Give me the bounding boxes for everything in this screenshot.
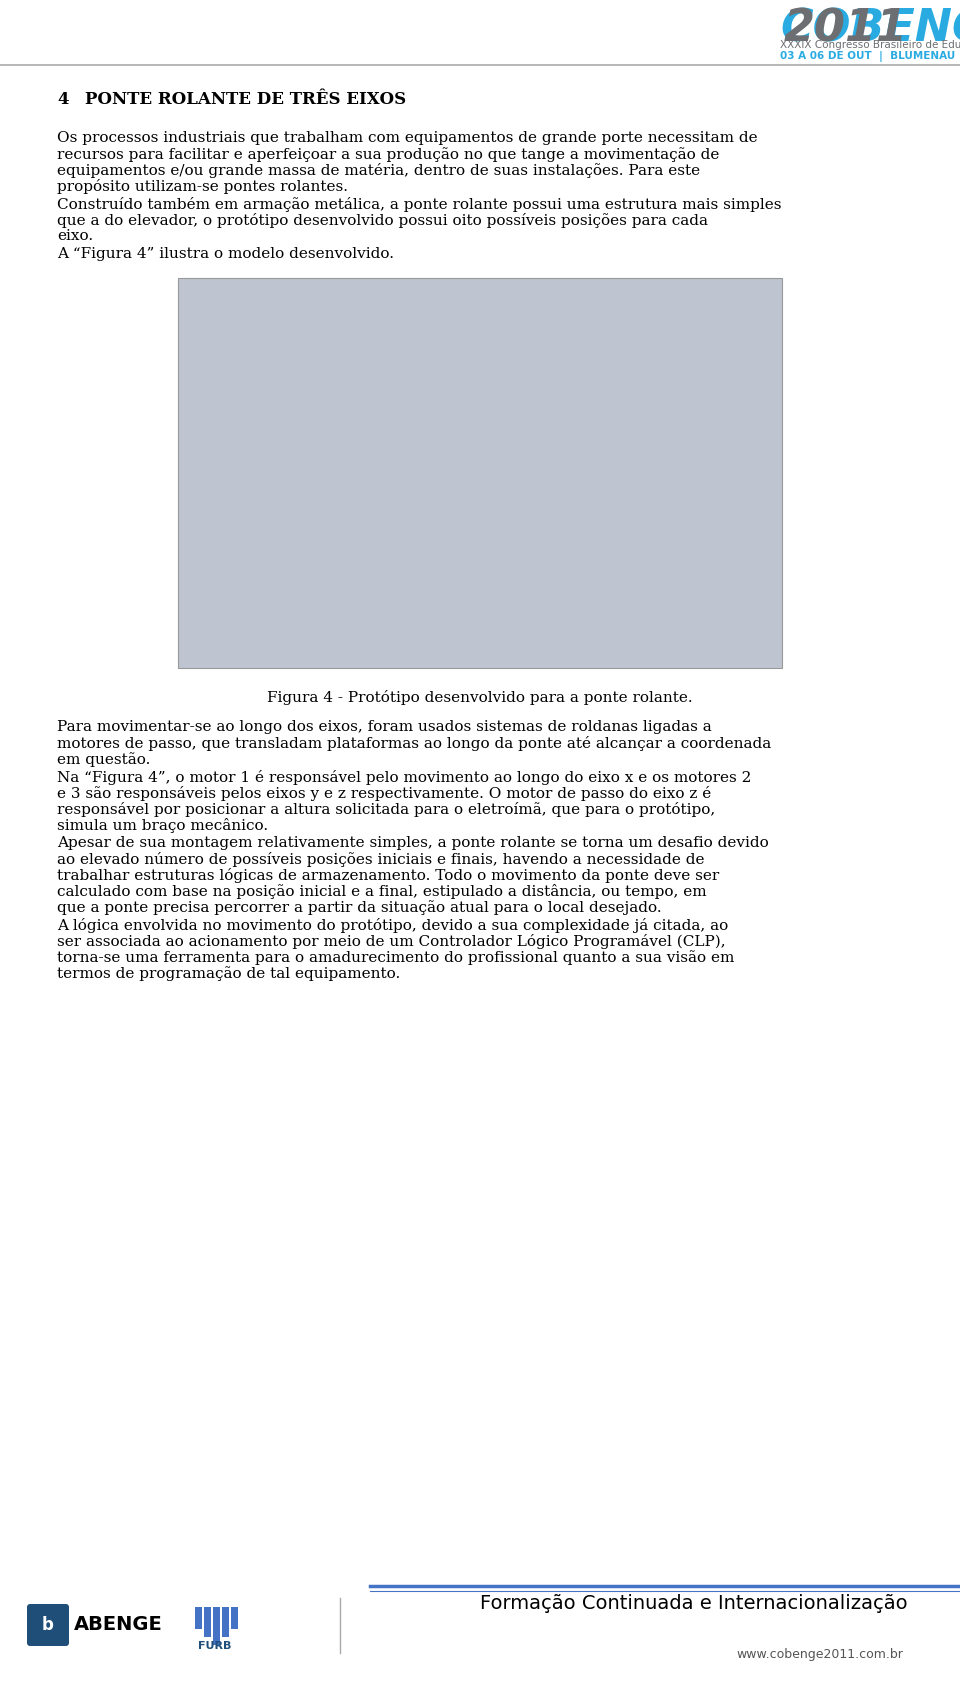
Text: ser associada ao acionamento por meio de um Controlador Lógico Programável (CLP): ser associada ao acionamento por meio de…: [57, 934, 726, 950]
Text: Os processos industriais que trabalham com equipamentos de grande porte necessit: Os processos industriais que trabalham c…: [57, 131, 757, 144]
FancyBboxPatch shape: [195, 1608, 202, 1628]
Text: Figura 4 - Protótipo desenvolvido para a ponte rolante.: Figura 4 - Protótipo desenvolvido para a…: [267, 690, 693, 706]
Text: 4: 4: [57, 92, 68, 109]
Text: A “Figura 4” ilustra o modelo desenvolvido.: A “Figura 4” ilustra o modelo desenvolvi…: [57, 248, 394, 261]
Text: ao elevado número de possíveis posições iniciais e finais, havendo a necessidade: ao elevado número de possíveis posições …: [57, 851, 705, 867]
Text: Para movimentar-se ao longo dos eixos, foram usados sistemas de roldanas ligadas: Para movimentar-se ao longo dos eixos, f…: [57, 721, 711, 734]
Text: equipamentos e/ou grande massa de matéria, dentro de suas instalações. Para este: equipamentos e/ou grande massa de matéri…: [57, 163, 700, 178]
Text: ABENGE: ABENGE: [74, 1616, 163, 1635]
FancyBboxPatch shape: [222, 1608, 229, 1637]
Text: Formação Continuada e Internacionalização: Formação Continuada e Internacionalizaçã…: [480, 1594, 907, 1613]
FancyBboxPatch shape: [204, 1608, 211, 1637]
Text: motores de passo, que transladam plataformas ao longo da ponte até alcançar a co: motores de passo, que transladam platafo…: [57, 736, 771, 751]
FancyBboxPatch shape: [27, 1604, 69, 1647]
Text: 2011: 2011: [784, 8, 908, 51]
Text: A lógica envolvida no movimento do protótipo, devido a sua complexidade já citad: A lógica envolvida no movimento do protó…: [57, 918, 729, 933]
Text: PONTE ROLANTE DE TRÊS EIXOS: PONTE ROLANTE DE TRÊS EIXOS: [85, 92, 406, 109]
Text: termos de programação de tal equipamento.: termos de programação de tal equipamento…: [57, 967, 400, 980]
Text: eixo.: eixo.: [57, 229, 93, 243]
Text: simula um braço mecânico.: simula um braço mecânico.: [57, 817, 268, 833]
FancyBboxPatch shape: [231, 1608, 238, 1628]
FancyBboxPatch shape: [213, 1608, 220, 1645]
Text: Na “Figura 4”, o motor 1 é responsável pelo movimento ao longo do eixo x e os mo: Na “Figura 4”, o motor 1 é responsável p…: [57, 770, 752, 785]
Text: em questão.: em questão.: [57, 751, 151, 767]
Text: propósito utilizam-se pontes rolantes.: propósito utilizam-se pontes rolantes.: [57, 180, 348, 193]
Text: b: b: [42, 1616, 54, 1633]
Text: trabalhar estruturas lógicas de armazenamento. Todo o movimento da ponte deve se: trabalhar estruturas lógicas de armazena…: [57, 868, 719, 884]
Text: www.cobenge2011.com.br: www.cobenge2011.com.br: [736, 1649, 903, 1660]
Text: recursos para facilitar e aperfeiçoar a sua produção no que tange a movimentação: recursos para facilitar e aperfeiçoar a …: [57, 148, 719, 161]
Text: que a ponte precisa percorrer a partir da situação atual para o local desejado.: que a ponte precisa percorrer a partir d…: [57, 901, 661, 914]
Text: que a do elevador, o protótipo desenvolvido possui oito possíveis posições para : que a do elevador, o protótipo desenvolv…: [57, 214, 708, 227]
Text: COBENGE: COBENGE: [780, 8, 960, 51]
Text: Construído também em armação metálica, a ponte rolante possui uma estrutura mais: Construído também em armação metálica, a…: [57, 197, 781, 212]
Text: XXXIX Congresso Brasileiro de Educação em Engenharia: XXXIX Congresso Brasileiro de Educação e…: [780, 41, 960, 49]
Text: 03 A 06 DE OUT  |  BLUMENAU  |  SC: 03 A 06 DE OUT | BLUMENAU | SC: [780, 51, 960, 63]
Text: e 3 são responsáveis pelos eixos y e z respectivamente. O motor de passo do eixo: e 3 são responsáveis pelos eixos y e z r…: [57, 785, 711, 801]
FancyBboxPatch shape: [178, 278, 782, 668]
Text: responsável por posicionar a altura solicitada para o eletroímã, que para o prot: responsável por posicionar a altura soli…: [57, 802, 715, 817]
Text: torna-se uma ferramenta para o amadurecimento do profissional quanto a sua visão: torna-se uma ferramenta para o amadureci…: [57, 950, 734, 965]
Text: FURB: FURB: [199, 1642, 231, 1650]
Text: calculado com base na posição inicial e a final, estipulado a distância, ou temp: calculado com base na posição inicial e …: [57, 884, 707, 899]
Text: Apesar de sua montagem relativamente simples, a ponte rolante se torna um desafi: Apesar de sua montagem relativamente sim…: [57, 836, 769, 850]
